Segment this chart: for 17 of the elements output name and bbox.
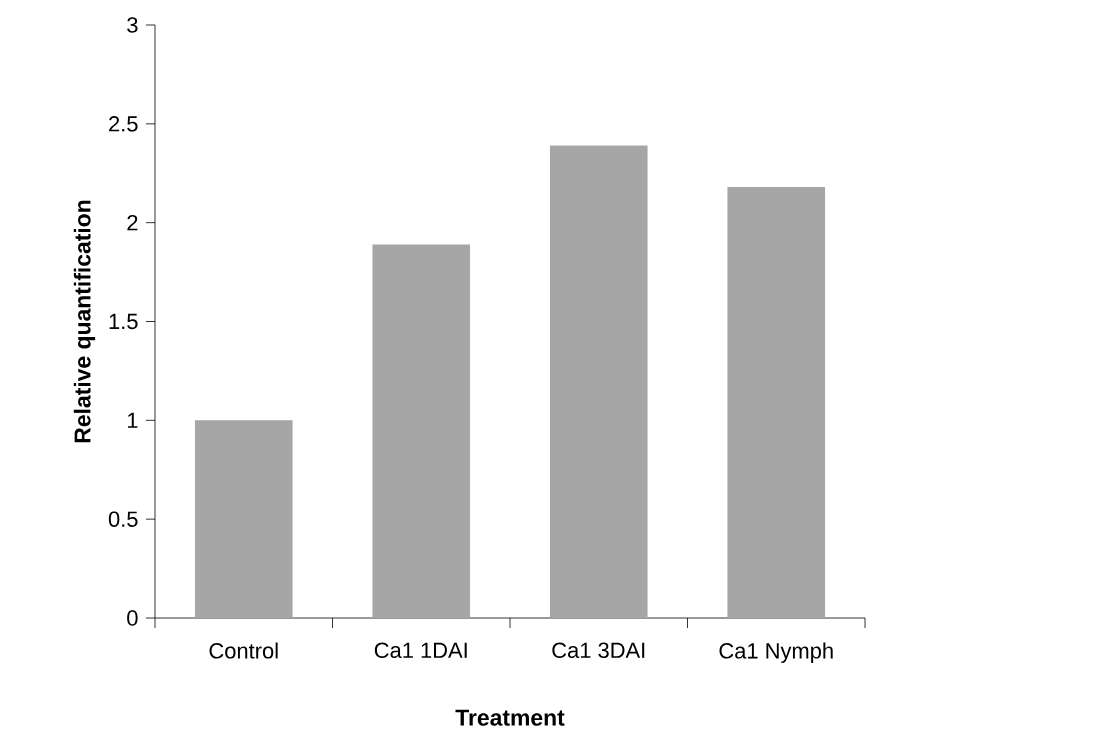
bar [549, 145, 648, 618]
y-tick-label: 0 [127, 610, 138, 626]
y-tick-label: 1.5 [109, 313, 138, 330]
x-tick-label: Control [209, 642, 278, 659]
bar [727, 187, 826, 618]
x-axis-title: Treatment [455, 709, 565, 726]
y-tick-label: 3 [127, 17, 138, 33]
y-tick-label: 2.5 [109, 116, 138, 132]
y-axis-title: Relative quantification [73, 200, 96, 443]
x-tick-label: Ca1 Nymph [719, 642, 833, 663]
bar [372, 244, 471, 618]
bar [194, 420, 293, 618]
x-tick-label: Ca1 3DAI [552, 642, 645, 659]
y-tick-label: 1 [127, 412, 138, 428]
x-tick-label: Ca1 1DAI [374, 642, 467, 659]
y-tick-label: 0.5 [108, 511, 138, 527]
y-tick-label: 2 [127, 215, 138, 231]
